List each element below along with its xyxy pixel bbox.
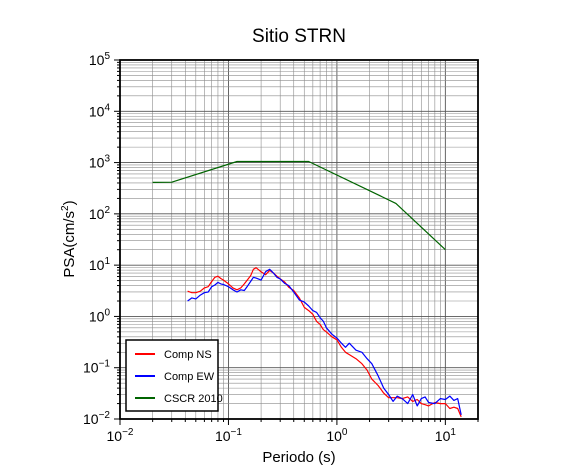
grid — [119, 59, 479, 420]
chart-title: Sitio STRN — [252, 26, 346, 47]
y-tick-label: 10−2 — [83, 410, 110, 427]
plot-frame — [119, 59, 479, 420]
series-line-cscr-2010 — [152, 160, 446, 251]
y-axis-label-base: PSA(cm/s — [61, 211, 78, 278]
series-line-comp-ew — [187, 268, 462, 416]
legend: Comp NS Comp EW CSCR 2010 — [125, 339, 223, 412]
y-tick-label: 10−1 — [83, 359, 110, 376]
legend-label-comp-ew: Comp EW — [164, 371, 215, 383]
x-axis-label: Periodo (s) — [262, 449, 335, 466]
x-tick-label: 10−1 — [215, 427, 242, 444]
y-tick-label: 103 — [89, 154, 111, 171]
x-tick-label: 10−2 — [107, 427, 134, 444]
y-axis-label: PSA(cm/s2) — [60, 200, 78, 277]
y-tick-label: 101 — [89, 256, 111, 273]
series-line-comp-ns — [187, 267, 462, 418]
y-axis-label-close: ) — [61, 200, 78, 205]
legend-label-cscr-2010: CSCR 2010 — [164, 393, 223, 405]
x-tick-labels: 10−2 10−1 100 101 — [107, 427, 457, 444]
y-tick-label: 102 — [89, 205, 111, 222]
y-tick-labels: 10−2 10−1 100 101 102 103 104 105 — [83, 51, 110, 427]
x-tick-label: 101 — [435, 427, 457, 444]
y-tick-label: 104 — [89, 102, 111, 119]
y-tick-label: 105 — [89, 51, 111, 68]
y-axis-label-sup: 2 — [60, 205, 71, 211]
y-tick-label: 100 — [89, 307, 111, 324]
x-tick-label: 100 — [326, 427, 348, 444]
legend-label-comp-ns: Comp NS — [164, 349, 212, 361]
series-layer — [152, 160, 462, 418]
